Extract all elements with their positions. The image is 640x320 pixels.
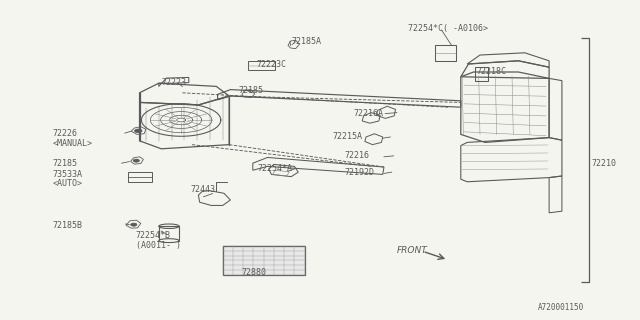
Text: 72880: 72880: [242, 268, 267, 277]
Text: 72192D: 72192D: [344, 168, 374, 177]
Text: 72185: 72185: [239, 86, 264, 95]
Text: <MANUAL>: <MANUAL>: [52, 139, 93, 148]
Text: 72254*C( -A0106>: 72254*C( -A0106>: [408, 24, 488, 33]
Text: 72216A: 72216A: [354, 109, 384, 118]
Bar: [128, 172, 152, 182]
Text: 72210: 72210: [591, 159, 616, 168]
Bar: [223, 246, 305, 275]
Text: <AUTO>: <AUTO>: [52, 180, 83, 188]
Circle shape: [134, 129, 142, 133]
Text: 72254*A: 72254*A: [257, 164, 292, 173]
Text: FRONT: FRONT: [397, 246, 428, 255]
Text: A720001150: A720001150: [538, 303, 584, 312]
Text: 72223C: 72223C: [256, 60, 286, 69]
Text: 72185A: 72185A: [291, 37, 321, 46]
Text: 72223: 72223: [161, 78, 186, 87]
Text: 72185B: 72185B: [52, 221, 83, 230]
Bar: [248, 61, 275, 70]
Ellipse shape: [159, 239, 179, 243]
Text: 72218C: 72218C: [477, 67, 507, 76]
Circle shape: [133, 159, 140, 162]
Text: 72254*B: 72254*B: [136, 231, 171, 240]
Circle shape: [131, 223, 137, 226]
Text: 72216: 72216: [344, 151, 369, 160]
Text: 72443: 72443: [191, 185, 216, 194]
Text: (A0011- ): (A0011- ): [136, 241, 180, 250]
Bar: [159, 226, 179, 241]
Text: 72226: 72226: [52, 129, 77, 138]
Text: 72185: 72185: [52, 159, 77, 168]
Text: 72215A: 72215A: [333, 132, 363, 141]
Text: 73533A: 73533A: [52, 170, 83, 179]
